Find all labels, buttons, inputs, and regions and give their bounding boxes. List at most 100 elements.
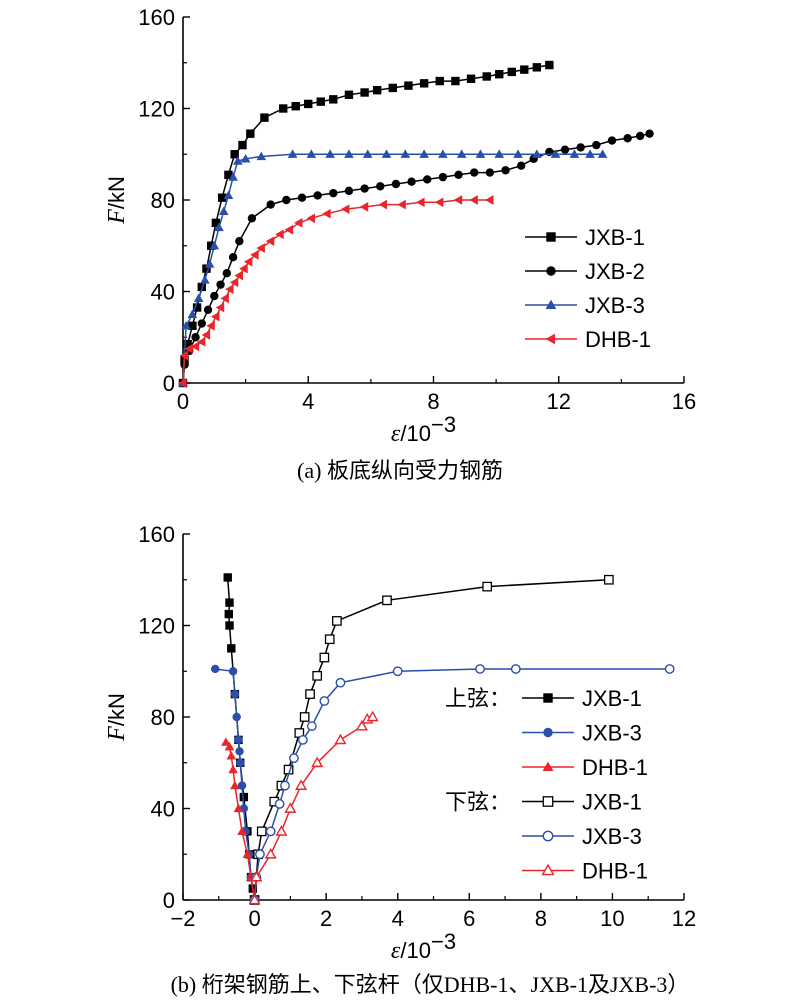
data-point: [223, 190, 234, 200]
data-point: [453, 195, 463, 205]
data-point: [362, 149, 373, 158]
data-point: [391, 179, 401, 189]
data-point: [224, 170, 233, 180]
x-tick-label: 8: [427, 389, 439, 414]
data-point: [234, 735, 243, 745]
series-line: [253, 579, 609, 901]
legend: 上弦： JXB-1 JXB-3 DHB-1 下弦： JXB-1 JXB-3 DHB-1: [445, 686, 648, 884]
data-point: [228, 667, 238, 676]
data-point: [325, 149, 335, 158]
data-point: [397, 199, 406, 210]
series-line: [253, 716, 373, 901]
series-line: [182, 199, 490, 384]
x-axis-label: ε/10−3: [391, 412, 456, 447]
data-point: [197, 282, 206, 292]
chart-caption: (b) 桁架钢筋上、下弦杆（仅DHB-1、JXB-1及JXB-3）: [171, 972, 690, 997]
data-point: [204, 259, 215, 268]
data-point: [225, 284, 234, 295]
y-axis-label: F/kN: [104, 176, 130, 225]
x-tick-label: 16: [672, 389, 696, 414]
y-tick-label: 160: [138, 522, 175, 547]
data-point: [482, 72, 491, 81]
data-point: [319, 652, 330, 663]
y-axis-label: F/kN: [104, 693, 130, 742]
data-point: [501, 166, 510, 175]
data-point: [256, 151, 267, 161]
y-tick-label: 0: [163, 888, 175, 913]
data-point: [438, 149, 448, 158]
legend-marker: [542, 761, 554, 772]
data-point: [191, 333, 200, 342]
data-point: [475, 664, 485, 674]
data-point: [313, 191, 322, 200]
data-point: [256, 243, 265, 253]
data-point: [532, 149, 542, 158]
data-point: [211, 664, 220, 674]
legend-group-label: 上弦：: [445, 686, 511, 711]
data-point: [211, 218, 221, 228]
data-point: [311, 756, 324, 768]
data-point: [645, 129, 654, 138]
legend-label: JXB-3: [582, 721, 642, 746]
data-point: [218, 206, 229, 216]
data-point: [221, 737, 231, 746]
legend-label: JXB-1: [585, 225, 645, 250]
legend-marker: [546, 266, 556, 276]
x-tick-label: 6: [463, 906, 475, 931]
data-point: [485, 168, 495, 177]
data-point: [248, 893, 261, 905]
y-tick-label: 0: [163, 371, 175, 396]
data-point: [404, 81, 413, 90]
data-point: [516, 161, 526, 170]
legend-label: JXB-1: [582, 790, 642, 815]
data-point: [335, 677, 346, 688]
data-point: [359, 202, 369, 212]
y-tick-label: 40: [151, 280, 175, 305]
data-point: [264, 848, 277, 859]
legend-label: DHB-1: [582, 755, 648, 780]
data-point: [475, 149, 486, 158]
data-point: [265, 236, 275, 247]
y-tick-label: 40: [151, 797, 175, 822]
data-point: [344, 90, 354, 99]
data-point: [419, 79, 429, 88]
data-point: [423, 175, 432, 184]
data-point: [360, 88, 369, 97]
data-point: [576, 143, 585, 152]
data-point: [246, 129, 255, 138]
data-point: [305, 689, 315, 699]
data-point: [197, 319, 206, 328]
data-point: [228, 764, 238, 774]
legend-marker: [546, 232, 556, 242]
legend-marker: [545, 299, 557, 310]
data-point: [214, 222, 224, 232]
data-point: [247, 214, 257, 223]
data-point: [372, 86, 382, 95]
data-point: [280, 780, 290, 791]
data-point: [220, 293, 229, 304]
x-tick-label: −2: [170, 906, 195, 931]
data-point: [329, 95, 338, 104]
data-point: [664, 664, 675, 674]
series-jxb-1-lower: [249, 574, 614, 905]
data-point: [297, 734, 308, 745]
data-point: [183, 339, 192, 349]
data-point: [209, 240, 220, 250]
data-point: [635, 131, 645, 141]
x-tick-label: 0: [248, 906, 260, 931]
series-dhb-1-lower: [248, 710, 379, 905]
legend-label: JXB-1: [582, 686, 642, 711]
legend-label: JXB-3: [582, 824, 642, 849]
series-jxb-2: [178, 129, 654, 388]
x-tick-label: 8: [535, 906, 547, 931]
data-point: [192, 303, 202, 312]
data-point: [470, 168, 479, 177]
data-point: [203, 305, 213, 314]
x-axis-label: ε/10−3: [391, 929, 456, 964]
legend-label: DHB-1: [582, 859, 648, 884]
data-point: [196, 336, 206, 347]
data-point: [282, 195, 291, 205]
data-point: [376, 182, 385, 191]
data-point: [304, 99, 313, 109]
data-point: [392, 666, 403, 677]
